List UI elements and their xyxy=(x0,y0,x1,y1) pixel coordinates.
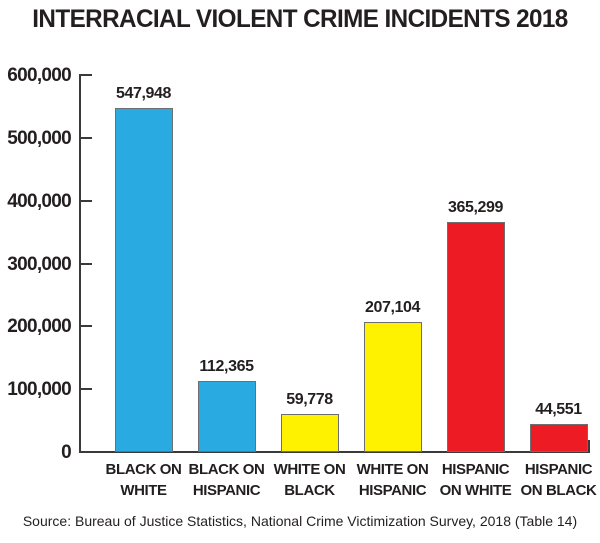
bar xyxy=(197,381,256,452)
source-note: Source: Bureau of Justice Statistics, Na… xyxy=(22,513,578,529)
bar-value-label: 44,551 xyxy=(535,401,582,418)
y-tick-label: 100,000 xyxy=(7,379,71,401)
category-label: WHITE ON BLACK xyxy=(273,461,346,499)
category-label: BLACK ON WHITE xyxy=(105,461,182,499)
y-tick-label: 300,000 xyxy=(7,253,71,275)
bar xyxy=(529,424,588,452)
bar xyxy=(114,107,173,452)
bar-value-label: 59,778 xyxy=(286,391,333,409)
y-tick xyxy=(81,262,92,265)
x-axis-end-tick xyxy=(588,440,590,452)
y-tick xyxy=(81,325,92,328)
y-axis-line xyxy=(79,74,81,453)
y-tick xyxy=(81,136,92,139)
y-tick xyxy=(81,74,92,76)
bar-value-label: 547,948 xyxy=(115,84,172,102)
y-tick xyxy=(81,199,92,202)
bar xyxy=(446,222,505,452)
bar xyxy=(280,414,339,452)
y-tick-label: 0 xyxy=(61,442,72,463)
y-tick-label: 400,000 xyxy=(7,190,71,212)
y-tick-label: 500,000 xyxy=(7,127,71,149)
category-label: HISPANIC ON BLACK xyxy=(520,461,597,499)
bar-value-label: 365,299 xyxy=(447,199,504,217)
y-tick-label: 200,000 xyxy=(7,316,71,338)
x-axis-line xyxy=(79,451,590,453)
bar-value-label: 207,104 xyxy=(364,298,421,316)
category-label: HISPANIC ON WHITE xyxy=(439,461,512,499)
bar-value-label: 112,365 xyxy=(199,358,254,376)
y-tick xyxy=(81,388,92,391)
category-label: BLACK ON HISPANIC xyxy=(188,461,265,499)
category-label: WHITE ON HISPANIC xyxy=(356,461,429,499)
y-tick-label: 600,000 xyxy=(7,65,71,86)
page-title: INTERRACIAL VIOLENT CRIME INCIDENTS 2018 xyxy=(32,5,568,33)
bar xyxy=(363,321,422,452)
